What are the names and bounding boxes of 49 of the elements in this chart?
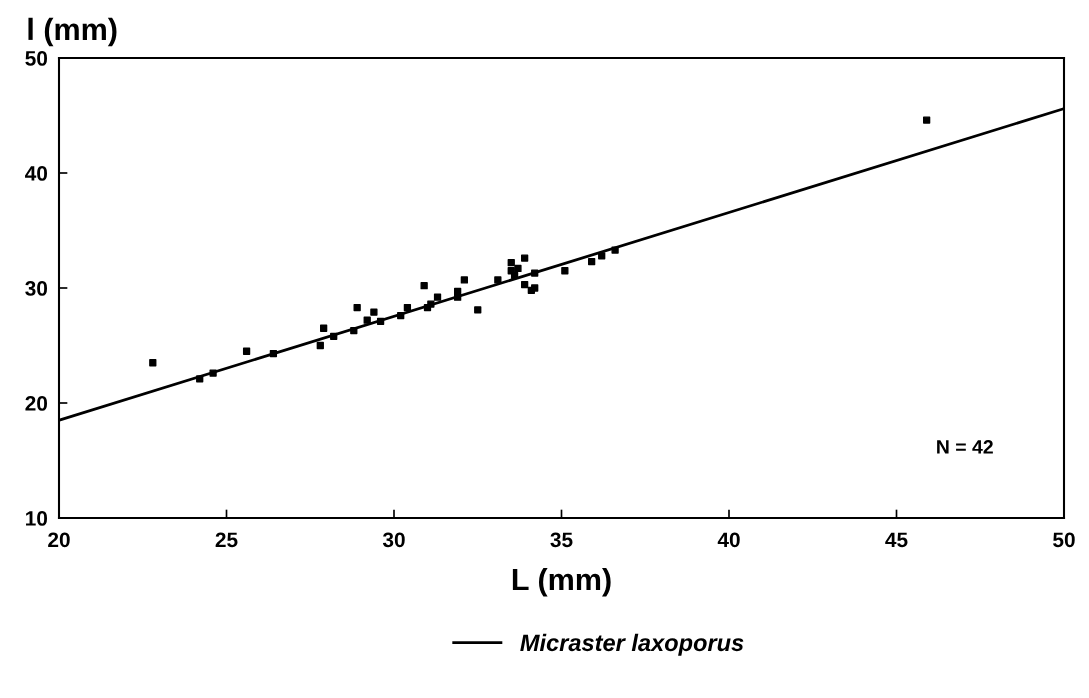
x-tick-label: 20 (48, 532, 70, 548)
point (598, 252, 606, 260)
point (242, 347, 251, 355)
point (330, 332, 338, 340)
point (370, 308, 378, 316)
point (353, 303, 361, 312)
point (531, 284, 539, 292)
point (209, 369, 217, 377)
point (531, 269, 539, 277)
annotation: N = 42 (937, 440, 993, 454)
point (510, 271, 519, 279)
point (196, 375, 204, 383)
point (363, 316, 371, 324)
x-tick-label: 40 (717, 532, 740, 548)
point (403, 303, 412, 312)
point (420, 282, 428, 290)
point (397, 311, 405, 320)
point (923, 116, 931, 124)
point (320, 324, 328, 332)
point (588, 257, 596, 266)
point (149, 359, 157, 367)
x-axis-title: L (mm) (512, 567, 611, 597)
x-tick-label: 45 (885, 532, 908, 548)
point (514, 264, 522, 273)
point (521, 254, 529, 262)
point (316, 341, 324, 350)
point (350, 326, 358, 335)
point (561, 267, 569, 275)
point (474, 306, 482, 314)
point (460, 276, 468, 284)
point (269, 349, 278, 358)
x-tick-label: 25 (215, 532, 238, 548)
point (433, 293, 442, 301)
y-tick-label: 30 (25, 281, 48, 296)
x-tick-label: 35 (550, 532, 573, 548)
point (507, 259, 515, 267)
y-tick-label: 40 (25, 166, 48, 181)
x-tick-label: 50 (1053, 532, 1075, 548)
point (521, 280, 529, 289)
y-axis-title: l (mm) (28, 17, 117, 47)
point (376, 317, 385, 325)
point (427, 300, 435, 308)
y-tick-label: 10 (26, 511, 48, 526)
x-tick-label: 30 (382, 532, 405, 548)
legend-label: Micraster laxoporus (520, 633, 744, 656)
point (494, 276, 502, 284)
y-tick-label: 20 (25, 396, 48, 411)
y-tick-label: 50 (25, 51, 48, 66)
point (611, 246, 619, 254)
